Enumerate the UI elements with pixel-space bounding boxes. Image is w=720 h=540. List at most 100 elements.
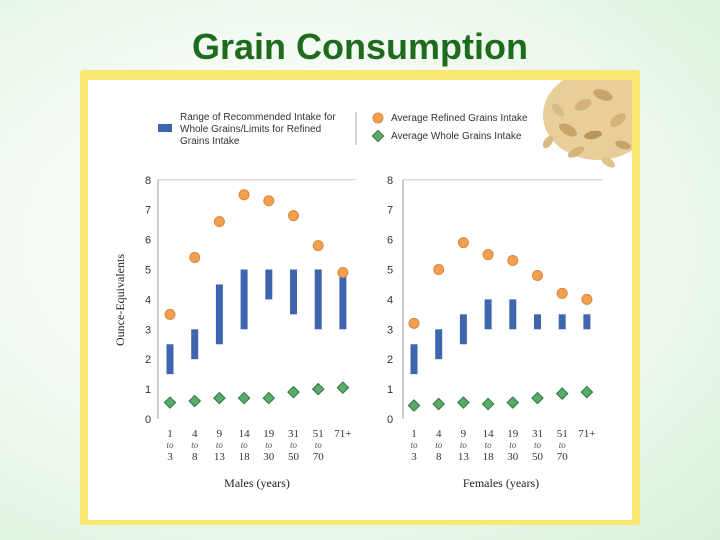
x-tick-label: 51 xyxy=(557,428,568,440)
range-bar xyxy=(410,344,418,375)
range-bar xyxy=(339,269,347,330)
x-tick-label: 70 xyxy=(313,451,325,463)
range-bar xyxy=(435,329,443,360)
y-tick-label: 3 xyxy=(145,324,151,336)
y-tick-label: 0 xyxy=(387,414,393,426)
x-tick-label: 70 xyxy=(557,451,569,463)
range-bar xyxy=(484,299,492,330)
refined-marker xyxy=(556,287,568,299)
x-tick-label: 50 xyxy=(532,451,544,463)
x-tick-to: to xyxy=(265,440,273,450)
refined-marker xyxy=(581,293,593,305)
refined-marker xyxy=(238,189,250,201)
x-tick-label: 14 xyxy=(239,428,251,440)
x-tick-to: to xyxy=(485,440,493,450)
legend-bar-swatch xyxy=(158,124,172,132)
whole-marker xyxy=(188,394,202,408)
x-tick-label: 4 xyxy=(436,428,442,440)
x-tick-to: to xyxy=(191,440,199,450)
x-tick-label: 8 xyxy=(436,451,442,463)
x-tick-label: 1 xyxy=(411,428,417,440)
y-tick-label: 4 xyxy=(387,294,393,306)
x-tick-label: 1 xyxy=(167,428,173,440)
whole-marker xyxy=(457,396,470,409)
y-tick-label: 5 xyxy=(387,265,393,277)
x-tick-to: to xyxy=(534,440,542,450)
figure-panel: Range of Recommended Intake for Whole Gra… xyxy=(88,80,632,520)
x-tick-label: 19 xyxy=(507,428,519,440)
whole-marker xyxy=(531,391,544,405)
range-bar xyxy=(314,269,322,330)
whole-marker xyxy=(481,397,495,411)
y-tick-label: 1 xyxy=(145,384,151,396)
x-axis-title: Males (years) xyxy=(224,476,290,490)
x-tick-label: 4 xyxy=(192,428,198,440)
panel-males: 0123456781to34to89to1314to1819to3031to50… xyxy=(113,175,356,490)
refined-marker xyxy=(408,317,420,329)
x-tick-to: to xyxy=(290,440,298,450)
x-tick-to: to xyxy=(166,440,174,450)
x-tick-label: 3 xyxy=(411,451,417,463)
y-tick-label: 2 xyxy=(145,354,151,366)
range-bar xyxy=(558,314,566,330)
panel-females: 0123456781to34to89to1314to1819to3031to50… xyxy=(387,175,603,490)
whole-marker xyxy=(287,385,300,399)
whole-marker xyxy=(432,397,446,411)
legend-bar-label: Grains Intake xyxy=(180,136,240,147)
refined-marker xyxy=(433,264,445,275)
whole-marker xyxy=(311,382,325,396)
legend-refined-marker xyxy=(372,112,384,124)
x-tick-label: 31 xyxy=(532,428,543,440)
y-tick-label: 8 xyxy=(145,175,151,187)
legend-whole-marker xyxy=(371,129,385,143)
legend-bar-label: Range of Recommended Intake for xyxy=(180,112,336,123)
whole-marker xyxy=(262,391,276,405)
y-tick-label: 7 xyxy=(387,205,393,217)
x-tick-label: 13 xyxy=(458,451,470,463)
x-axis-title: Females (years) xyxy=(463,476,539,490)
whole-marker xyxy=(336,381,350,394)
x-tick-to: to xyxy=(509,440,517,450)
x-tick-label: 8 xyxy=(192,451,198,463)
x-tick-label: 30 xyxy=(507,451,519,463)
pasta-image xyxy=(530,80,632,180)
range-bar xyxy=(240,269,248,330)
range-bar xyxy=(583,314,591,330)
y-axis-title: Ounce-Equivalents xyxy=(113,254,127,346)
x-tick-label: 18 xyxy=(483,451,495,463)
x-tick-label: 18 xyxy=(239,451,251,463)
y-tick-label: 6 xyxy=(387,235,393,247)
whole-marker xyxy=(213,391,226,405)
refined-marker xyxy=(532,269,543,281)
range-bar xyxy=(265,269,273,300)
y-tick-label: 5 xyxy=(145,265,151,277)
refined-marker xyxy=(312,240,324,252)
y-tick-label: 8 xyxy=(387,175,393,187)
x-tick-label: 3 xyxy=(167,451,173,463)
y-tick-label: 7 xyxy=(145,205,151,217)
whole-marker xyxy=(580,385,594,399)
range-bar xyxy=(166,344,174,375)
refined-marker xyxy=(288,210,299,222)
x-tick-to: to xyxy=(435,440,443,450)
refined-marker xyxy=(482,249,494,261)
y-tick-label: 0 xyxy=(145,414,151,426)
whole-marker xyxy=(237,391,251,405)
x-tick-label: 71+ xyxy=(334,428,351,440)
x-tick-label: 71+ xyxy=(578,428,595,440)
slide-title: Grain Consumption xyxy=(192,26,528,67)
x-tick-to: to xyxy=(241,440,249,450)
y-tick-label: 3 xyxy=(387,324,393,336)
pasta-photo xyxy=(530,80,632,180)
range-bar xyxy=(215,284,223,345)
x-tick-label: 9 xyxy=(217,428,223,440)
x-tick-label: 13 xyxy=(214,451,226,463)
x-tick-label: 9 xyxy=(461,428,467,440)
refined-marker xyxy=(457,237,469,249)
legend-refined-label: Average Refined Grains Intake xyxy=(391,113,528,124)
refined-marker xyxy=(263,195,275,207)
x-tick-label: 50 xyxy=(288,451,300,463)
y-tick-label: 4 xyxy=(145,294,151,306)
